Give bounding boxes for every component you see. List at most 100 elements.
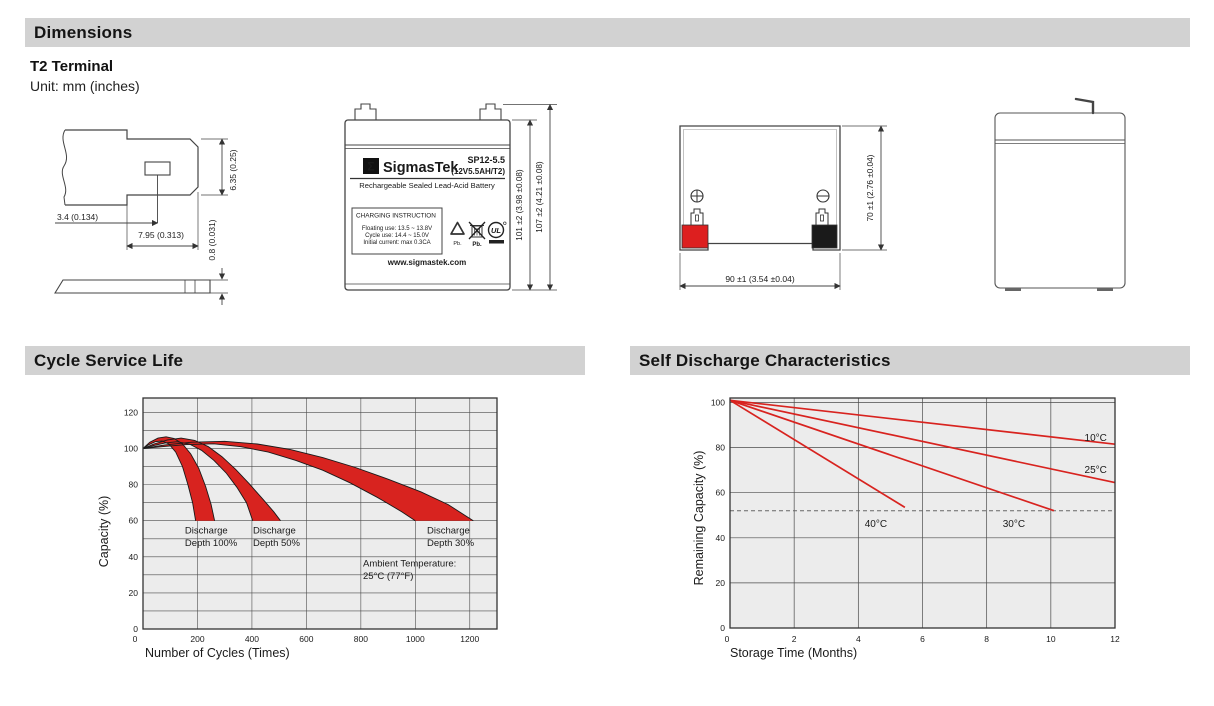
x-tick-label: 600 <box>299 634 313 644</box>
dim-case-height-label: 101 ±2 (3.98 ±0.08) <box>515 169 524 241</box>
battery-type-text: Rechargeable Sealed Lead-Acid Battery <box>359 181 495 190</box>
y-tick-label: 60 <box>716 488 726 498</box>
discharge-band <box>143 436 215 521</box>
cycle-service-life-chart: 0 20 40 60 80 100 120 200 400 600 800 1000 1200 0 Disc… <box>97 397 498 660</box>
charging-title: CHARGING INSTRUCTION <box>356 213 436 220</box>
model-number: SP12-5.5 <box>467 155 505 165</box>
band-outline <box>142 437 281 521</box>
y-axis-title: Remaining Capacity (%) <box>692 451 706 586</box>
ul-file-number <box>489 240 504 244</box>
pb-label-2: Pb. <box>472 242 482 248</box>
pb-recycle-icon: Pb. <box>450 221 465 247</box>
y-tick-label: 100 <box>711 398 725 408</box>
discharge-band <box>143 438 281 521</box>
charging-line-2: Cycle use: 14.4 ~ 15.0V <box>365 233 429 239</box>
y-tick-label: 120 <box>124 407 138 417</box>
unit-note: Unit: mm (inches) <box>30 78 140 94</box>
band-outline <box>142 441 254 521</box>
charging-line-1: Floating use: 13.5 ~ 13.8V <box>362 226 432 232</box>
x-axis-title: Storage Time (Months) <box>730 646 857 660</box>
ul-text: UL <box>491 226 501 235</box>
y-tick-label: 20 <box>716 578 726 588</box>
chart-annotation: Discharge <box>253 525 296 536</box>
side-foot-right <box>1097 288 1113 291</box>
positive-terminal-mark <box>690 189 704 203</box>
dim-tab-length-label: 7.95 (0.313) <box>138 230 184 240</box>
x-tick-label: 0 <box>725 634 730 644</box>
series-label: 40°C <box>865 519 887 530</box>
battery-side-view-drawing <box>994 97 1126 291</box>
self-discharge-header-bar: Self Discharge Characteristics <box>630 346 1190 375</box>
pb-bin-icon: Pb. <box>468 221 486 248</box>
y-tick-label: 40 <box>129 552 139 562</box>
front-right-post <box>479 103 502 120</box>
y-axis-title: Capacity (%) <box>97 496 111 568</box>
brand-logo-box <box>363 158 379 174</box>
brand-name: SigmasTek <box>383 160 459 176</box>
y-tick-label: 60 <box>129 516 139 526</box>
battery-top-view-drawing: 90 ±1 (3.54 ±0.04) 70 ±1 (2.76 ±0.04) <box>679 125 887 290</box>
front-case <box>344 119 511 291</box>
dimensions-header-bar: Dimensions <box>25 18 1190 47</box>
band-outline <box>142 443 416 522</box>
y-tick-label: 40 <box>716 533 726 543</box>
battery-front-view-drawing: Σ SigmasTek SP12-5.5 (12V5.5AH/T2) Recha… <box>344 103 557 291</box>
x-tick-label: 800 <box>354 634 368 644</box>
plot-border <box>142 397 498 630</box>
x-tick-label: 10 <box>1046 634 1056 644</box>
charging-instruction-box <box>351 207 443 255</box>
front-left-post <box>354 103 377 120</box>
x-tick-label: 12 <box>1110 634 1120 644</box>
terminal-detail-drawing: 3.4 (0.134) 7.95 (0.313) 6.35 (0.25) 0.8… <box>54 129 238 305</box>
y-tick-label: 0 <box>133 624 138 634</box>
series-label: 25°C <box>1085 465 1107 476</box>
side-foot-left <box>1005 288 1021 291</box>
series-label: 10°C <box>1085 433 1107 444</box>
ul-mark-icon: UL <box>487 221 507 244</box>
y-tick-label: 80 <box>716 443 726 453</box>
chart-annotation: Depth 50% <box>253 538 301 549</box>
dimensions-header-text: Dimensions <box>34 22 133 42</box>
y-tick-label: 100 <box>124 444 138 454</box>
band-outline <box>142 436 216 521</box>
x-tick-label: 1000 <box>406 634 425 644</box>
dim-total-height-label: 107 ±2 (4.21 ±0.08) <box>535 161 544 233</box>
temperature-series-line <box>729 399 1055 512</box>
x-tick-label: 8 <box>984 634 989 644</box>
self-discharge-header-text: Self Discharge Characteristics <box>639 350 891 370</box>
temperature-series-line <box>729 399 1116 484</box>
charging-line-3: Initial current: max 0.3CA <box>363 240 430 246</box>
dim-tab-thickness-label: 0.8 (0.031) <box>207 219 217 260</box>
chart-annotation: Discharge <box>185 525 228 536</box>
terminal-hole <box>144 161 171 176</box>
dim-depth-label: 70 ±1 (2.76 ±0.04) <box>866 154 875 221</box>
x-axis-title: Number of Cycles (Times) <box>145 646 290 660</box>
side-case <box>994 112 1126 289</box>
dim-tab-offset-label: 3.4 (0.134) <box>57 212 98 222</box>
y-tick-label: 0 <box>720 623 725 633</box>
chart-annotation: Ambient Temperature: <box>363 559 456 570</box>
terminal-type-label: T2 Terminal <box>30 58 114 75</box>
dim-width-label: 90 ±1 (3.54 ±0.04) <box>725 274 795 284</box>
dim-tab-height-label: 6.35 (0.25) <box>228 149 238 190</box>
sigma-logo-glyph: Σ <box>367 160 374 174</box>
pb-label-1: Pb. <box>453 241 462 247</box>
x-tick-label: 2 <box>792 634 797 644</box>
temperature-series-line <box>729 399 1116 446</box>
chart-annotation: Depth 30% <box>427 538 475 549</box>
chart-annotation: Discharge <box>427 525 470 536</box>
origin-tick-label: 0 <box>133 634 138 644</box>
website-text: www.sigmastek.com <box>387 258 466 267</box>
x-tick-label: 200 <box>190 634 204 644</box>
break-line <box>61 129 68 206</box>
x-tick-label: 1200 <box>460 634 479 644</box>
terminal-wire <box>1074 97 1095 115</box>
band-outline <box>142 440 474 522</box>
y-tick-label: 80 <box>129 480 139 490</box>
x-tick-label: 400 <box>245 634 259 644</box>
cycle-life-header-bar: Cycle Service Life <box>25 346 585 375</box>
series-label: 30°C <box>1003 519 1025 530</box>
negative-tab <box>815 208 829 225</box>
cycle-life-header-text: Cycle Service Life <box>34 350 184 370</box>
